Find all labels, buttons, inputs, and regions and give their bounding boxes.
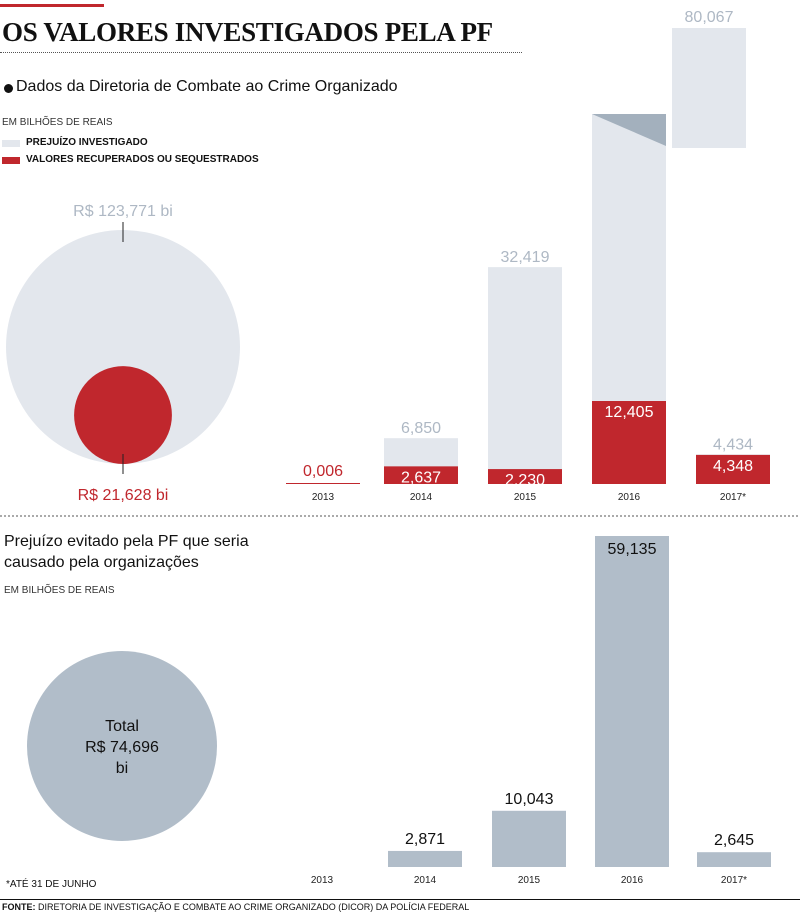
x-tick-2013: 2013 — [312, 492, 335, 503]
label-investigated-2015: 32,419 — [501, 249, 550, 266]
section1-unit-label: EM BILHÕES DE REAIS — [2, 117, 113, 128]
avoided-total-line-1: R$ 74,696 — [85, 739, 159, 756]
footer-divider — [0, 899, 800, 900]
recovered-total-circle — [74, 366, 172, 464]
x-tick-avoided-2017*: 2017* — [721, 875, 747, 886]
legend-label-recovered: VALORES RECUPERADOS OU SEQUESTRADOS — [26, 154, 259, 165]
x-tick-2015: 2015 — [514, 492, 537, 503]
label-avoided-2016: 59,135 — [608, 541, 657, 558]
label-investigated-2014: 6,850 — [401, 420, 441, 437]
label-recovered-2016: 12,405 — [605, 404, 654, 421]
section1-subtitle: Dados da Diretoria de Combate ao Crime O… — [16, 78, 398, 95]
axis-break-wedge — [592, 114, 666, 146]
x-tick-avoided-2014: 2014 — [414, 875, 437, 886]
source-label: FONTE: — [2, 902, 36, 912]
legend-swatch-recovered — [2, 157, 20, 164]
label-recovered-2013: 0,006 — [303, 463, 343, 480]
investigated-recovered-bar-chart: 0,006 2013 6,850 2,637 2014 32,419 2,230 2015 80… — [286, 9, 770, 503]
bar-investigated-2016-top — [672, 28, 746, 148]
x-tick-avoided-2015: 2015 — [518, 875, 541, 886]
totals-circles: R$ 123,771 bi R$ 21,628 bi — [6, 203, 240, 504]
avoided-total-line-2: bi — [116, 760, 128, 777]
bar-investigated-2015 — [488, 267, 562, 484]
title-accent-bar — [0, 4, 104, 7]
avoided-total-circle: Total R$ 74,696 bi — [27, 651, 217, 841]
bullet-icon — [4, 84, 13, 93]
label-investigated-2016: 80,067 — [685, 9, 734, 26]
label-recovered-2014: 2,637 — [401, 469, 441, 486]
bar-avoided-2015 — [492, 810, 566, 867]
legend-label-investigated: PREJUÍZO INVESTIGADO — [26, 137, 148, 148]
label-recovered-2017*: 4,348 — [713, 458, 753, 475]
x-tick-avoided-2013: 2013 — [311, 875, 334, 886]
section2-unit-label: EM BILHÕES DE REAIS — [4, 585, 115, 596]
page-title: OS VALORES INVESTIGADOS PELA PF — [2, 17, 493, 47]
x-tick-avoided-2016: 2016 — [621, 875, 644, 886]
avoided-bar-chart: 2013 2,871 2014 10,043 2015 59,135 2016 2,645 20… — [311, 536, 771, 886]
avoided-total-line-0: Total — [105, 718, 139, 735]
bar-recovered-2015 — [488, 469, 562, 484]
bar-recovered-2013 — [286, 483, 360, 484]
bar-avoided-2017* — [697, 852, 771, 867]
source-text: DIRETORIA DE INVESTIGAÇÃO E COMBATE AO C… — [38, 902, 470, 912]
section2-subtitle: Prejuízo evitado pela PF que seria causa… — [4, 533, 249, 571]
label-avoided-2015: 10,043 — [505, 791, 554, 808]
label-investigated-2017*: 4,434 — [713, 436, 753, 453]
recovered-total-label: R$ 21,628 bi — [78, 487, 169, 504]
bar-recovered-2014 — [384, 466, 458, 484]
x-tick-2014: 2014 — [410, 492, 433, 503]
bar-recovered-2017* — [696, 454, 770, 484]
legend-swatch-investigated — [2, 140, 20, 147]
source-credit: FONTE: DIRETORIA DE INVESTIGAÇÃO E COMBA… — [2, 902, 469, 912]
title-divider — [0, 52, 522, 53]
label-avoided-2014: 2,871 — [405, 831, 445, 848]
investigated-total-circle — [6, 230, 240, 464]
footnote: *ATÉ 31 DE JUNHO — [6, 879, 97, 890]
avoided-total-circle-shape — [27, 651, 217, 841]
investigated-total-label: R$ 123,771 bi — [73, 203, 173, 220]
bar-avoided-2014 — [388, 850, 462, 867]
x-tick-2016: 2016 — [618, 492, 641, 503]
bar-avoided-2016 — [595, 536, 669, 867]
bar-recovered-2016 — [592, 401, 666, 484]
label-recovered-2015: 2,230 — [505, 472, 545, 489]
x-tick-2017*: 2017* — [720, 492, 746, 503]
label-avoided-2017*: 2,645 — [714, 832, 754, 849]
